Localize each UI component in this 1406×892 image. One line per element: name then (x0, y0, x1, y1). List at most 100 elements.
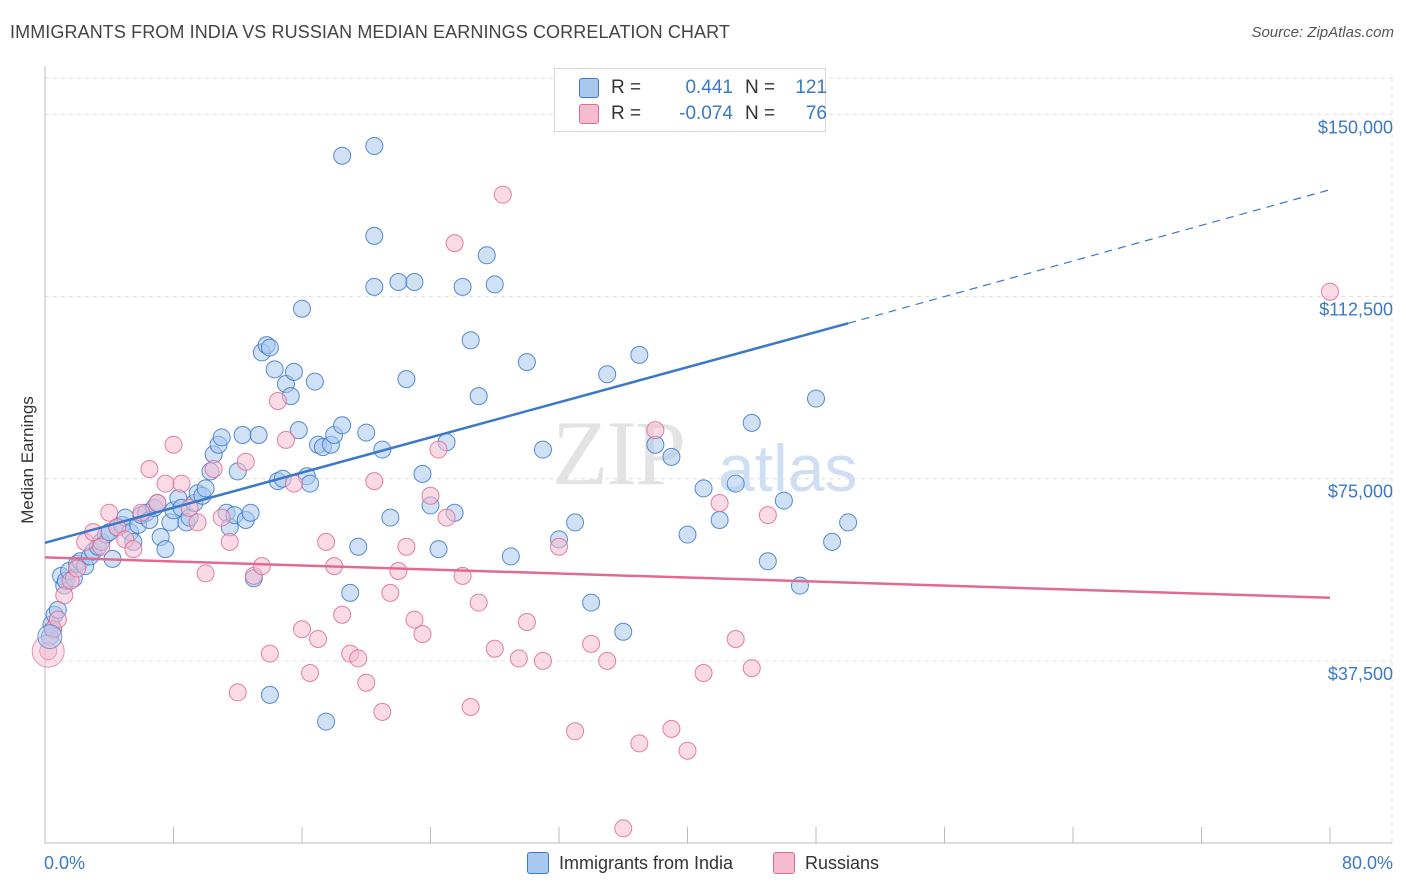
russians-point (630, 734, 649, 753)
legend-russians-n-label: N = (745, 103, 776, 124)
india-point (742, 413, 761, 432)
india-point (477, 246, 496, 265)
russians-point (373, 702, 392, 721)
russians-point (164, 435, 183, 454)
legend-india-r-label: R = (611, 77, 642, 98)
y-tick-label: $37,500 (1328, 664, 1393, 684)
russians-point (598, 651, 617, 670)
russians-point (1321, 282, 1339, 301)
india-point (790, 576, 809, 595)
india-point (469, 387, 488, 406)
india-point (453, 277, 472, 296)
india-point (196, 479, 215, 498)
legend-russians-r-label: R = (611, 103, 642, 124)
russians-point (437, 508, 456, 527)
russians-point (317, 532, 336, 551)
russians-point (309, 630, 328, 648)
india-point (726, 474, 745, 493)
india-point (517, 353, 536, 372)
india-point (413, 464, 432, 483)
russians-point (517, 613, 536, 631)
russians-point (204, 460, 223, 478)
india-point (260, 338, 279, 357)
india-point (429, 540, 448, 559)
russians-point (678, 741, 697, 760)
india-trend-line (44, 322, 849, 545)
india-point (533, 440, 552, 459)
russians-point (389, 562, 408, 580)
russians-point (156, 474, 175, 493)
india-point (405, 273, 424, 291)
india-point (710, 511, 729, 529)
india-point (289, 421, 308, 440)
russians-point (445, 234, 464, 253)
india-point (305, 372, 324, 391)
india-point (249, 426, 268, 444)
russians-point (124, 540, 143, 559)
legend-india-n-label: N = (745, 77, 776, 98)
india-point (566, 513, 585, 532)
india-point (501, 547, 520, 566)
russians-point (405, 610, 424, 629)
axis-layer (44, 66, 1392, 844)
y-tick-label: $112,500 (1319, 300, 1393, 320)
russians-point (566, 722, 585, 741)
india-point (365, 226, 384, 245)
russians-point (333, 605, 352, 624)
legend-russians-n-value: 76 (805, 103, 827, 124)
india-point (293, 299, 311, 318)
points-layer (31, 137, 1339, 838)
russians-point (662, 719, 681, 738)
india-point (37, 624, 63, 650)
russians-point (228, 683, 247, 702)
russians-trend-line (44, 556, 1331, 599)
india-swatch-icon (579, 78, 599, 98)
india-point (582, 593, 601, 612)
label-layer: $37,500 $75,000 $112,500 $150,000 0.0% 80.0% (44, 117, 1393, 873)
x-tick-label: 0.0% (44, 853, 85, 873)
russians-point (172, 474, 191, 493)
india-point (662, 447, 681, 466)
russians-point (413, 625, 432, 644)
legend-item-russians: Russians (773, 852, 879, 874)
russians-point (461, 698, 480, 716)
russians-point (694, 664, 713, 682)
russians-point (485, 639, 504, 658)
correlation-legend: R = 0.441 N = 121 R = -0.074 N = 76 (554, 68, 827, 132)
russians-point (293, 620, 311, 639)
india-point (357, 423, 376, 442)
india-point (341, 583, 360, 602)
russians-point (68, 559, 87, 578)
source-note: Source: ZipAtlas.com (1251, 24, 1394, 41)
russians-point (260, 644, 279, 663)
india-point (212, 428, 231, 447)
russians-point (726, 630, 745, 648)
india-point (241, 503, 260, 522)
russians-point (357, 673, 376, 692)
india-point (260, 685, 279, 704)
russians-point (252, 557, 271, 576)
india-point (807, 389, 825, 408)
india-point (774, 491, 793, 510)
y-tick-label: $75,000 (1328, 482, 1393, 502)
india-point (598, 365, 617, 384)
russians-point (92, 537, 111, 556)
russians-point (742, 659, 761, 678)
russians-point (188, 513, 207, 532)
russians-point (469, 593, 488, 612)
india-point (614, 622, 633, 641)
india-point (365, 277, 384, 296)
russians-point (276, 430, 295, 449)
india-point (156, 540, 175, 559)
russians-legend-swatch-icon (773, 852, 796, 874)
legend-russians-label: Russians (805, 852, 880, 873)
india-point (317, 712, 336, 731)
russians-point (582, 634, 601, 653)
russians-point (301, 664, 320, 682)
russians-point (381, 583, 400, 602)
india-trend-extension (847, 189, 1331, 324)
russians-point (429, 440, 448, 459)
russians-swatch-icon (579, 104, 599, 124)
russians-point (236, 452, 255, 471)
russians-point (100, 503, 119, 522)
